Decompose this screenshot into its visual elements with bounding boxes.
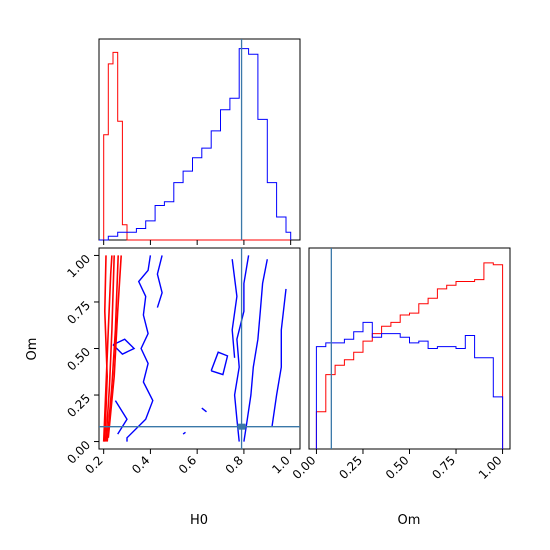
contour-lines (99, 248, 300, 449)
contour-xtick-label: 0.8 (223, 453, 246, 476)
h0-marginal-panel (98, 38, 301, 245)
contour-blue (243, 259, 268, 442)
contour-xlabel: H0 (190, 513, 208, 528)
om-histogram-axes: 0.00 0.25 0.50 0.75 1.00 (290, 449, 505, 482)
contour-xtick-label: 0.2 (82, 453, 105, 476)
contour-ytick-label: 0.75 (64, 298, 93, 327)
contour-ytick-label: 0.25 (64, 391, 93, 420)
contour-ylabel: Om (25, 338, 40, 361)
h0-om-contour-panel: 0.2 0.4 0.6 0.8 1.00.000.250.500.751.00 H0 O… (25, 247, 301, 528)
om-xtick-label: 1.00 (476, 453, 505, 482)
om-xtick-label: 0.00 (290, 453, 319, 482)
om-histogram-blue (315, 321, 504, 449)
contour-frame (98, 247, 301, 450)
om-xtick-label: 0.75 (429, 453, 458, 482)
om-xlabel: Om (398, 513, 421, 528)
contour-red (102, 255, 113, 442)
contour-blue (182, 431, 186, 435)
om-marginal-panel: 0.00 0.25 0.50 0.75 1.00 Om (290, 247, 511, 528)
h0-histogram-ticks (103, 240, 292, 245)
contour-red (106, 255, 119, 442)
contour-blue (156, 255, 163, 308)
h0-histogram-red (99, 51, 291, 241)
h0-histogram-blue (99, 48, 292, 241)
contour-blue (210, 351, 229, 376)
contour-blue (271, 288, 287, 427)
om-xtick-label: 0.50 (383, 453, 412, 482)
h0-marginal-frame (98, 38, 301, 241)
contour-blue (114, 400, 128, 435)
om-marginal-frame (308, 247, 511, 450)
contour-red (103, 255, 109, 442)
contour-xtick-label: 1.0 (269, 453, 292, 476)
contour-blue (201, 407, 207, 413)
contour-ytick-label: 0.50 (64, 345, 93, 374)
om-xtick-label: 0.25 (336, 453, 365, 482)
contour-red (105, 255, 115, 442)
h0-histogram-layer (99, 39, 292, 241)
contour-xtick-label: 0.4 (129, 453, 152, 476)
contour-ytick-label: 1.00 (64, 252, 93, 281)
contour-layer (99, 248, 300, 449)
om-histogram-layer (315, 248, 504, 449)
contour-xtick-label: 0.6 (176, 453, 199, 476)
om-histogram-red (315, 262, 504, 449)
contour-blue (112, 338, 136, 355)
contour-red (107, 255, 122, 438)
contour-blue (233, 255, 250, 442)
contour-blue (231, 259, 238, 358)
contour-blue (126, 255, 154, 442)
